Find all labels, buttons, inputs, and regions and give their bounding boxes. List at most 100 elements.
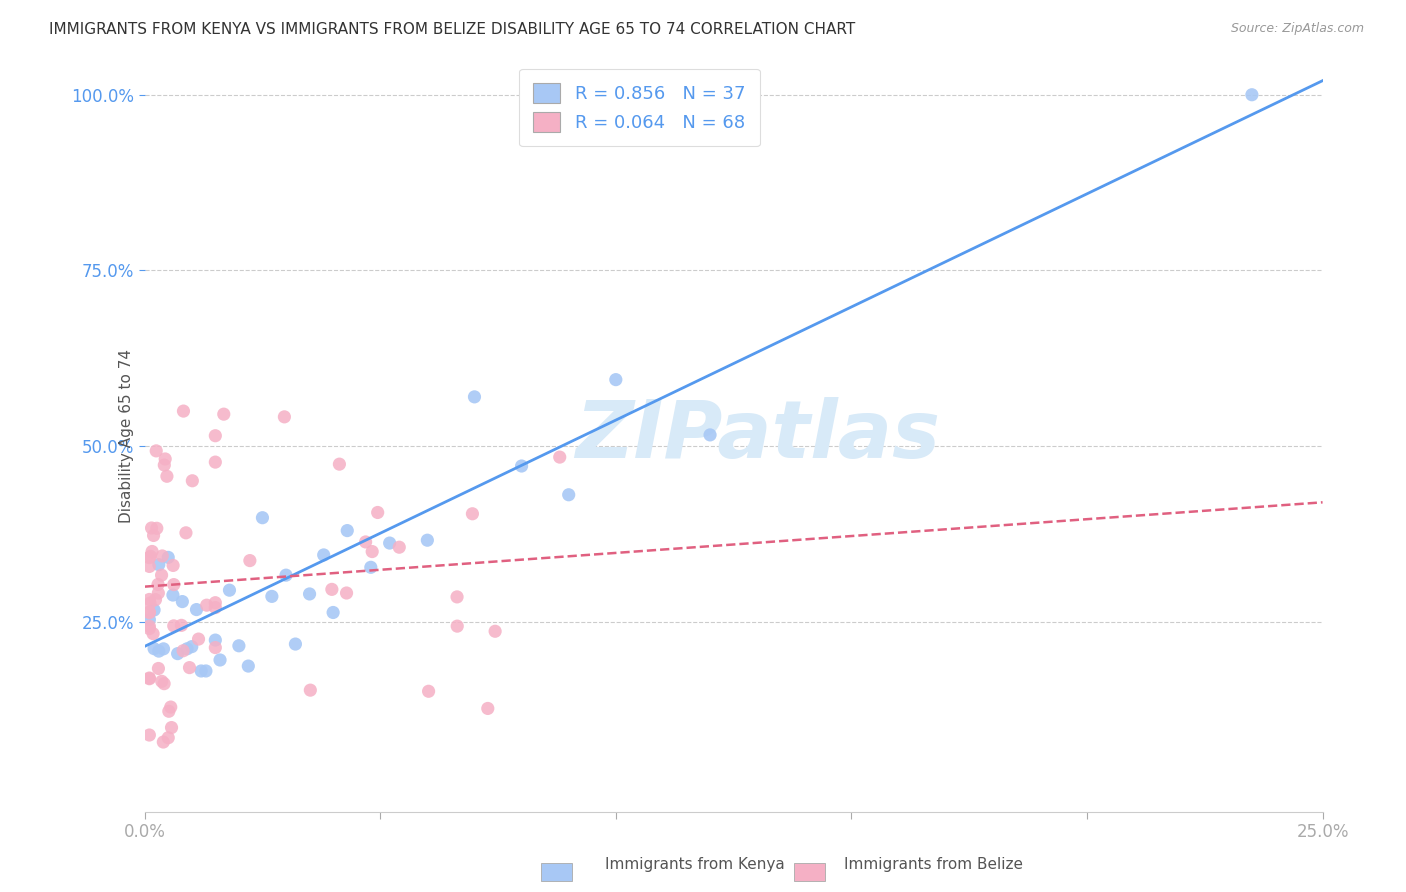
Point xyxy=(160,721,183,735)
Point xyxy=(180,640,202,654)
Point xyxy=(152,641,174,656)
Point xyxy=(204,455,226,469)
Point xyxy=(299,683,322,698)
Point xyxy=(378,536,401,550)
Point xyxy=(190,664,212,678)
Point xyxy=(172,594,194,608)
Text: ZIPatlas: ZIPatlas xyxy=(575,397,939,475)
Point xyxy=(176,641,198,656)
Point xyxy=(157,550,180,565)
Point xyxy=(228,639,250,653)
Point xyxy=(461,507,484,521)
Point xyxy=(145,592,167,607)
Point xyxy=(152,735,174,749)
Point xyxy=(146,521,169,535)
Point xyxy=(204,596,226,610)
Point xyxy=(416,533,439,548)
Point xyxy=(218,583,240,598)
Point xyxy=(388,540,411,554)
Point xyxy=(139,549,162,564)
Point xyxy=(163,577,186,591)
Point xyxy=(418,684,440,698)
Point xyxy=(335,586,357,600)
Point xyxy=(142,626,165,640)
Point xyxy=(153,458,176,472)
Point xyxy=(142,528,165,542)
Point xyxy=(162,588,184,602)
Point xyxy=(548,450,571,464)
Point xyxy=(204,633,226,648)
Point xyxy=(141,521,163,535)
Point xyxy=(605,373,627,387)
Point xyxy=(204,600,226,615)
Point xyxy=(273,409,295,424)
Point xyxy=(194,664,217,678)
Point xyxy=(367,506,389,520)
Text: Immigrants from Kenya: Immigrants from Kenya xyxy=(605,857,785,872)
Point xyxy=(204,640,226,655)
Point xyxy=(328,457,350,471)
Point xyxy=(143,641,166,656)
Point xyxy=(138,606,160,620)
Text: IMMIGRANTS FROM KENYA VS IMMIGRANTS FROM BELIZE DISABILITY AGE 65 TO 74 CORRELAT: IMMIGRANTS FROM KENYA VS IMMIGRANTS FROM… xyxy=(49,22,855,37)
Point xyxy=(361,544,384,558)
Point xyxy=(159,700,181,714)
Point xyxy=(150,674,173,689)
Point xyxy=(157,704,180,718)
Point xyxy=(139,596,162,610)
Point xyxy=(146,577,169,591)
Point xyxy=(463,390,485,404)
Point xyxy=(477,701,499,715)
Point xyxy=(138,728,160,742)
Point xyxy=(141,544,163,558)
Point xyxy=(699,428,721,442)
Point xyxy=(204,428,226,442)
Point xyxy=(252,510,274,524)
Point xyxy=(172,404,194,418)
Point xyxy=(195,598,218,612)
Point xyxy=(446,590,468,604)
Point xyxy=(145,443,167,458)
Point xyxy=(238,659,260,673)
Point xyxy=(181,474,204,488)
Point xyxy=(148,558,170,572)
Point xyxy=(312,548,335,562)
Point xyxy=(179,660,201,674)
Point xyxy=(172,644,194,658)
Point xyxy=(138,672,160,686)
Point xyxy=(260,590,283,604)
Point xyxy=(143,603,166,617)
Point xyxy=(284,637,307,651)
Point xyxy=(148,586,170,600)
Point xyxy=(157,731,180,745)
Text: Source: ZipAtlas.com: Source: ZipAtlas.com xyxy=(1230,22,1364,36)
Point xyxy=(163,619,186,633)
Text: Immigrants from Belize: Immigrants from Belize xyxy=(844,857,1022,872)
Point xyxy=(187,632,209,646)
Point xyxy=(354,535,377,549)
Point xyxy=(138,559,160,574)
Point xyxy=(162,558,184,573)
Point xyxy=(153,452,176,467)
Point xyxy=(321,582,343,597)
Point xyxy=(138,592,160,607)
Point xyxy=(150,568,173,582)
Point xyxy=(150,549,173,563)
Point xyxy=(1240,87,1263,102)
Point xyxy=(484,624,506,639)
Point xyxy=(148,644,170,658)
Point xyxy=(510,458,533,473)
Point xyxy=(170,618,193,632)
Point xyxy=(153,676,176,690)
Y-axis label: Disability Age 65 to 74: Disability Age 65 to 74 xyxy=(118,349,134,523)
Point xyxy=(138,605,160,619)
Point xyxy=(557,488,579,502)
Point xyxy=(212,407,235,421)
Point xyxy=(174,525,197,540)
Point xyxy=(138,619,160,633)
Point xyxy=(336,524,359,538)
Point xyxy=(446,619,468,633)
Point xyxy=(322,606,344,620)
Point xyxy=(138,613,160,627)
Point xyxy=(209,653,232,667)
